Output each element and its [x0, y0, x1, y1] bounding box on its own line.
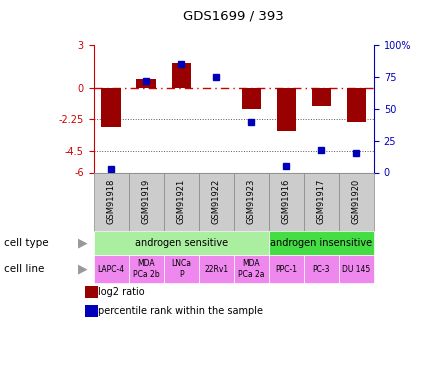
Text: GSM91920: GSM91920 [352, 179, 361, 224]
Text: GSM91916: GSM91916 [282, 179, 291, 224]
Bar [164, 172, 198, 231]
Bar [198, 172, 234, 231]
Bar [234, 255, 269, 283]
Text: GSM91923: GSM91923 [247, 179, 256, 224]
Text: LNCa
P: LNCa P [171, 260, 191, 279]
Text: MDA
PCa 2b: MDA PCa 2b [133, 260, 159, 279]
Text: GSM91918: GSM91918 [107, 179, 116, 224]
Bar [102, 87, 121, 127]
Text: 22Rv1: 22Rv1 [204, 265, 228, 274]
Text: cell type: cell type [4, 238, 49, 248]
Text: MDA
PCa 2a: MDA PCa 2a [238, 260, 264, 279]
Bar [164, 255, 198, 283]
Bar [128, 172, 164, 231]
Bar [234, 172, 269, 231]
Bar [242, 87, 261, 109]
Text: GSM91917: GSM91917 [317, 179, 326, 224]
Bar [269, 172, 304, 231]
Bar [85, 286, 98, 298]
Text: DU 145: DU 145 [343, 265, 371, 274]
Bar [339, 172, 374, 231]
Text: androgen sensitive: androgen sensitive [135, 238, 228, 248]
Text: ▶: ▶ [78, 262, 88, 276]
Bar [347, 87, 366, 122]
Bar [85, 305, 98, 317]
Text: GSM91921: GSM91921 [177, 179, 186, 224]
Bar [269, 231, 374, 255]
Bar [339, 255, 374, 283]
Bar [277, 87, 296, 131]
Text: percentile rank within the sample: percentile rank within the sample [98, 306, 263, 316]
Bar [304, 172, 339, 231]
Bar [312, 87, 331, 106]
Text: cell line: cell line [4, 264, 45, 274]
Bar [128, 255, 164, 283]
Text: androgen insensitive: androgen insensitive [270, 238, 372, 248]
Text: GSM91922: GSM91922 [212, 179, 221, 224]
Bar [136, 79, 156, 87]
Bar [269, 255, 304, 283]
Bar [304, 255, 339, 283]
Text: GDS1699 / 393: GDS1699 / 393 [183, 9, 284, 22]
Bar [198, 255, 234, 283]
Text: LAPC-4: LAPC-4 [97, 265, 125, 274]
Text: PC-3: PC-3 [313, 265, 330, 274]
Text: log2 ratio: log2 ratio [98, 287, 144, 297]
Text: PPC-1: PPC-1 [275, 265, 298, 274]
Bar [94, 172, 128, 231]
Bar [94, 255, 128, 283]
Text: ▶: ▶ [78, 236, 88, 249]
Bar [172, 63, 191, 87]
Text: GSM91919: GSM91919 [142, 179, 150, 224]
Bar [94, 231, 269, 255]
